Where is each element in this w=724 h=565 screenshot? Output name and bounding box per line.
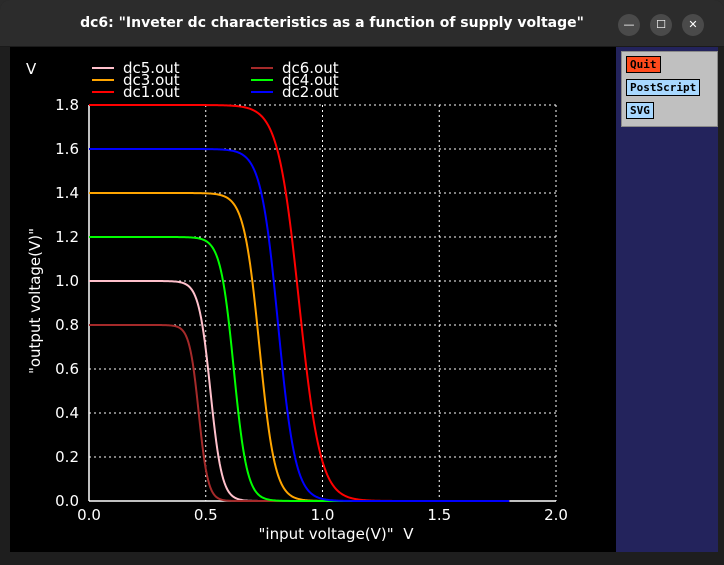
series-line-dc3-out <box>89 192 510 502</box>
postscript-button[interactable]: PostScript <box>626 79 701 96</box>
legend-label: dc4.out <box>282 71 339 89</box>
quit-button[interactable]: Quit <box>626 56 661 73</box>
grid <box>89 104 557 501</box>
x-tick-label: 0.0 <box>77 506 101 524</box>
axes: 0.0 0.2 0.4 0.6 0.8 1.0 1.2 1.4 1.6 1.8 0.0 0.5 1.0 1… <box>55 96 568 524</box>
x-tick-label: 0.5 <box>194 506 218 524</box>
series-line-dc1-out <box>89 104 510 502</box>
legend-label: dc2.out <box>282 83 339 101</box>
series <box>89 104 510 502</box>
y-tick-label: 0.0 <box>55 492 79 510</box>
legend-label: dc3.out <box>123 71 180 89</box>
axis-labels: V "input voltage(V)" V "output voltage(V… <box>26 60 414 543</box>
series-line-dc2-out <box>89 148 510 502</box>
close-icon[interactable]: ✕ <box>682 14 704 36</box>
y-tick-label: 1.4 <box>55 184 79 202</box>
title-bar[interactable]: dc6: "Inveter dc characteristics as a fu… <box>0 0 724 47</box>
y-axis-label: "output voltage(V)" <box>26 228 44 374</box>
dc-characteristics-chart: 0.0 0.2 0.4 0.6 0.8 1.0 1.2 1.4 1.6 1.8 0.0 0.5 1.0 1… <box>26 59 568 543</box>
x-tick-label: 2.0 <box>544 506 568 524</box>
series-line-dc5-out <box>89 280 510 502</box>
y-tick-label: 1.8 <box>55 96 79 114</box>
plot-area: 0.0 0.2 0.4 0.6 0.8 1.0 1.2 1.4 1.6 1.8 0.0 0.5 1.0 1… <box>10 47 616 552</box>
legend: dc5.out dc6.out dc3.out dc4.out dc1.out dc2.o… <box>92 59 339 101</box>
minimize-icon[interactable]: — <box>618 14 640 36</box>
window-title: dc6: "Inveter dc characteristics as a fu… <box>80 15 584 31</box>
y-tick-label: 0.2 <box>55 448 79 466</box>
x-tick-label: 1.5 <box>427 506 451 524</box>
y-tick-label: 0.8 <box>55 316 79 334</box>
svg-button[interactable]: SVG <box>626 102 654 119</box>
y-tick-label: 1.0 <box>55 272 79 290</box>
control-panel: Quit PostScript SVG <box>621 51 718 127</box>
y-tick-label: 0.6 <box>55 360 79 378</box>
x-axis-label: "input voltage(V)" V <box>259 525 415 543</box>
client-area: 0.0 0.2 0.4 0.6 0.8 1.0 1.2 1.4 1.6 1.8 0.0 0.5 1.0 1… <box>10 47 718 552</box>
y-tick-label: 1.2 <box>55 228 79 246</box>
maximize-icon[interactable]: ☐ <box>650 14 672 36</box>
y-unit-label: V <box>26 60 37 78</box>
y-tick-label: 1.6 <box>55 140 79 158</box>
y-tick-label: 0.4 <box>55 404 79 422</box>
legend-label: dc1.out <box>123 83 180 101</box>
legend-label: dc5.out <box>123 59 180 77</box>
x-tick-label: 1.0 <box>311 506 335 524</box>
legend-label: dc6.out <box>282 59 339 77</box>
